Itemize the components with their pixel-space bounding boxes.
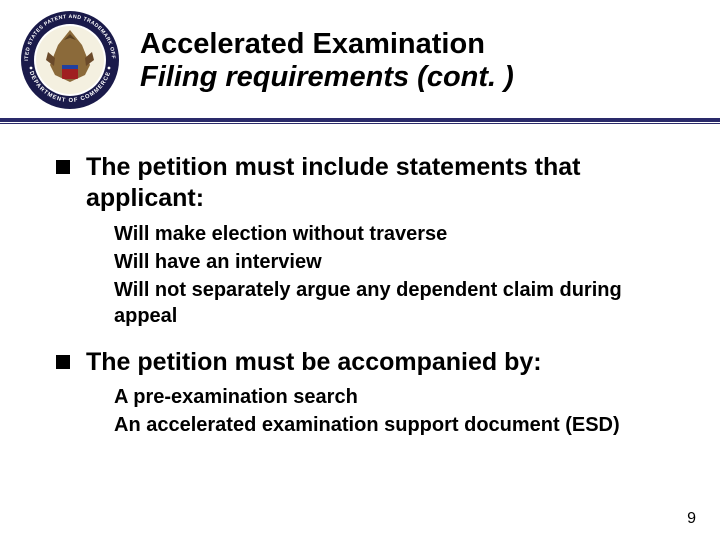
bullet-item: The petition must include statements tha… xyxy=(56,152,680,215)
sub-item: A pre-examination search xyxy=(114,384,680,410)
sub-list: Will make election without traverse Will… xyxy=(114,221,680,329)
sub-list: A pre-examination search An accelerated … xyxy=(114,384,680,438)
content-area: The petition must include statements tha… xyxy=(0,124,720,438)
square-bullet-icon xyxy=(56,355,70,369)
bullet-item: The petition must be accompanied by: xyxy=(56,347,680,378)
sub-item: Will make election without traverse xyxy=(114,221,680,247)
square-bullet-icon xyxy=(56,160,70,174)
bullet-text: The petition must be accompanied by: xyxy=(86,347,542,378)
sub-item: An accelerated examination support docum… xyxy=(114,412,680,438)
sub-item: Will not separately argue any dependent … xyxy=(114,277,680,329)
page-number: 9 xyxy=(687,510,696,528)
title-block: Accelerated Examination Filing requireme… xyxy=(140,10,700,95)
slide-title: Accelerated Examination xyxy=(140,28,700,61)
sub-item: Will have an interview xyxy=(114,249,680,275)
slide-subtitle: Filing requirements (cont. ) xyxy=(140,61,700,94)
header: UNITED STATES PATENT AND TRADEMARK OFFIC… xyxy=(0,0,720,110)
uspto-seal-icon: UNITED STATES PATENT AND TRADEMARK OFFIC… xyxy=(20,10,120,110)
bullet-text: The petition must include statements tha… xyxy=(86,152,680,215)
